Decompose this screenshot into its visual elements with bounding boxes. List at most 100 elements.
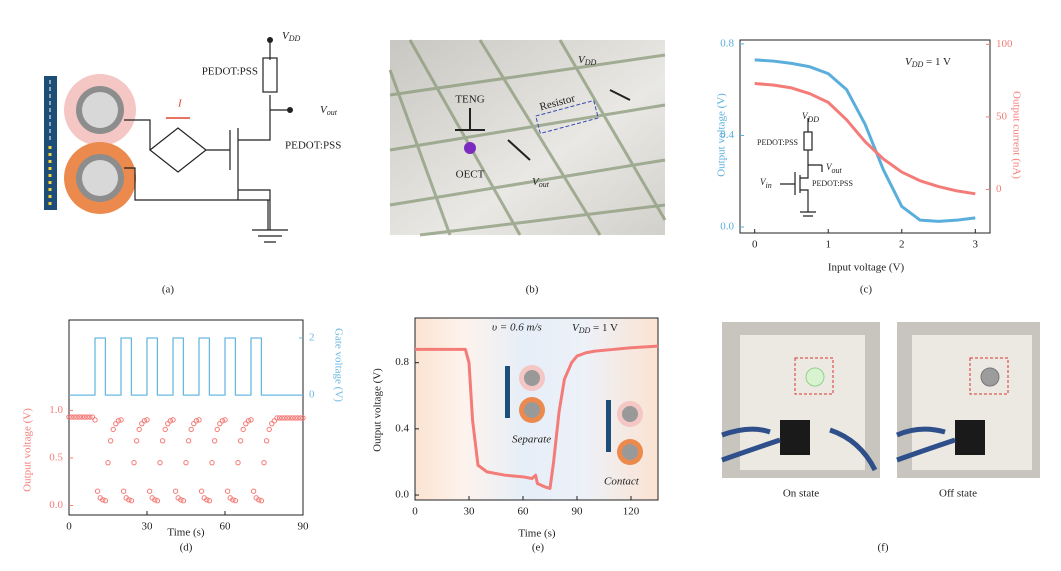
inset-resistor-label: PEDOT:PSS xyxy=(757,138,798,147)
y-tick-label: 0.4 xyxy=(395,422,409,434)
data-line xyxy=(415,344,659,490)
chip xyxy=(955,420,985,455)
data-point xyxy=(248,417,254,423)
data-point xyxy=(157,459,163,466)
data-line xyxy=(754,82,976,196)
x-axis-label: Time (s) xyxy=(518,528,556,540)
y-tick-label: 0.0 xyxy=(720,221,734,233)
data-point xyxy=(232,498,239,504)
symbol: V xyxy=(802,111,809,121)
data-point xyxy=(198,488,205,494)
data-point xyxy=(71,414,77,420)
data-point xyxy=(185,438,192,444)
y-axis-label: Output voltage (V) xyxy=(22,408,34,492)
teng-disk xyxy=(82,92,118,128)
x-tick-label: 90 xyxy=(298,521,310,533)
data-point xyxy=(105,459,111,466)
oect-dot xyxy=(464,142,476,154)
contact-label: Contact xyxy=(604,476,640,488)
data-point xyxy=(94,488,101,494)
data-point xyxy=(136,426,142,433)
symbol: V xyxy=(282,30,290,42)
symbol: V xyxy=(532,176,540,188)
data-point xyxy=(274,415,280,421)
data-point xyxy=(209,459,215,466)
subscript: in xyxy=(766,181,772,190)
inset-resistor xyxy=(803,131,813,151)
vout-label: Vout xyxy=(320,104,338,117)
data-point xyxy=(206,498,213,504)
data-point xyxy=(279,415,285,421)
resistor-box xyxy=(535,99,599,135)
data-point xyxy=(66,414,72,420)
subscript: out xyxy=(539,180,550,189)
data-point xyxy=(146,488,153,494)
inset-vdd: VDD xyxy=(802,111,819,124)
data-point xyxy=(261,459,267,466)
y2-axis-label: Gate voltage (V) xyxy=(332,328,344,402)
y-axis-label: Output voltage (V) xyxy=(372,368,384,452)
plot-frame xyxy=(68,319,304,516)
oect-label: PEDOT:PSS xyxy=(285,140,341,152)
data-point xyxy=(297,415,304,421)
data-point xyxy=(237,438,244,444)
data-point xyxy=(144,417,150,423)
data-point xyxy=(183,459,189,466)
highlight xyxy=(969,357,1009,395)
plot-frame xyxy=(739,39,991,234)
led-on xyxy=(805,367,825,387)
data-point xyxy=(102,498,109,504)
data-point xyxy=(84,414,90,420)
data-point xyxy=(128,498,135,504)
caption: (b) xyxy=(526,284,539,296)
subscript: out xyxy=(832,166,843,175)
data-point xyxy=(115,418,122,424)
data-point xyxy=(240,426,246,433)
caption: (c) xyxy=(860,284,873,296)
data-point xyxy=(126,497,132,503)
data-point xyxy=(118,417,124,423)
symbol: V xyxy=(572,322,580,334)
inset-oect-label: PEDOT:PSS xyxy=(812,179,853,188)
data-point xyxy=(152,497,158,503)
data-point xyxy=(292,415,298,421)
symbol: V xyxy=(826,162,833,172)
data-point xyxy=(87,414,93,420)
data-point xyxy=(100,497,106,503)
text: = 1 V xyxy=(590,322,618,334)
x-tick-label: 1 xyxy=(825,239,831,251)
data-point xyxy=(131,459,137,466)
data-point xyxy=(165,420,171,427)
data-point xyxy=(300,415,306,421)
data-point xyxy=(120,488,127,494)
data-point xyxy=(180,498,187,504)
y-tick-label: 0.8 xyxy=(395,356,409,368)
panel-e-annotations: υ = 0.6 m/s VDD = 1 V Separate Contact xyxy=(492,322,643,488)
resistor xyxy=(262,57,278,93)
data-point xyxy=(284,415,291,421)
icon-electrode xyxy=(606,400,611,452)
data-point xyxy=(269,420,275,427)
data-point xyxy=(295,415,301,421)
data-point xyxy=(159,438,166,444)
y2-tick-label: 100 xyxy=(996,38,1013,50)
x-tick-label: 120 xyxy=(623,506,640,518)
inset-circuit xyxy=(780,118,823,217)
data-point xyxy=(258,498,265,504)
inset-vout: Vout xyxy=(826,162,843,175)
teng-label: TENG xyxy=(455,94,484,106)
data-point xyxy=(68,414,75,420)
x-tick-label: 30 xyxy=(464,506,476,518)
y2-tick-label: 2 xyxy=(309,332,315,344)
node xyxy=(287,107,293,113)
off-label: Off state xyxy=(939,488,977,500)
data-point xyxy=(287,415,293,421)
highlight xyxy=(794,357,834,395)
data-point xyxy=(235,459,241,466)
data-point xyxy=(162,426,168,433)
symbol: V xyxy=(320,104,328,116)
data-point xyxy=(79,414,85,420)
y2-tick-label: 0 xyxy=(309,389,315,401)
data-point xyxy=(154,498,161,504)
symbol: V xyxy=(760,177,767,187)
